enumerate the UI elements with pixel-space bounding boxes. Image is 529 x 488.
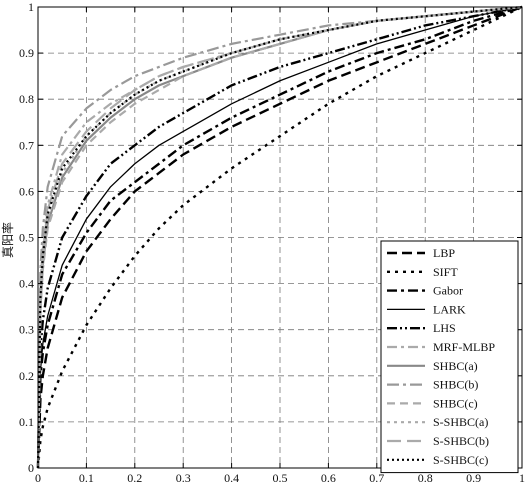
- x-tick-label-5: 0.5: [273, 471, 288, 485]
- y-tick-label-5: 0.5: [19, 231, 34, 245]
- y-tick-label-1: 0.1: [19, 415, 34, 429]
- series-line-3: [37, 6, 523, 469]
- y-tick-label-8: 0.8: [19, 92, 34, 106]
- legend: LBP SIFT Gabor LARK LHS MRF-MLBP SHBC(a) SHBC(b…: [380, 240, 519, 474]
- series-line-2: [36, 5, 523, 469]
- legend-label-2: Gabor: [433, 284, 463, 298]
- y-axis-label: 真阳率: [0, 222, 15, 258]
- axes: [37, 6, 523, 469]
- legend-box: [380, 240, 519, 474]
- legend-label-5: MRF-MLBP: [433, 340, 495, 354]
- legend-label-1: SIFT: [433, 265, 458, 279]
- legend-label-11: S-SHBC(c): [433, 453, 488, 467]
- legend-label-3: LARK: [433, 302, 466, 316]
- y-tick-label-10: 1: [28, 0, 34, 14]
- x-tick-label-9: 0.9: [466, 471, 481, 485]
- legend-label-4: LHS: [433, 321, 456, 335]
- legend-label-9: S-SHBC(a): [433, 415, 488, 429]
- series-line-1: [36, 5, 523, 469]
- legend-label-8: SHBC(c): [433, 396, 478, 410]
- legend-label-10: S-SHBC(b): [433, 434, 489, 448]
- x-tick-label-4: 0.4: [224, 471, 239, 485]
- series-line-0: [36, 5, 523, 469]
- legend-label-6: SHBC(a): [433, 359, 478, 373]
- x-tick-label-0: 0: [35, 471, 41, 485]
- x-tick-label-6: 0.6: [321, 471, 336, 485]
- x-tick-label-2: 0.2: [127, 471, 142, 485]
- legend-label-0: LBP: [433, 246, 455, 260]
- series-curves: [36, 5, 523, 469]
- y-tick-label-0: 0: [28, 461, 34, 475]
- series-line-10: [36, 5, 523, 469]
- x-tick-label-3: 0.3: [176, 471, 191, 485]
- y-tick-label-7: 0.7: [19, 138, 34, 152]
- y-tick-label-9: 0.9: [19, 46, 34, 60]
- y-tick-label-6: 0.6: [19, 184, 34, 198]
- y-tick-label-4: 0.4: [19, 277, 34, 291]
- y-tick-label-2: 0.2: [19, 369, 34, 383]
- x-tick-label-8: 0.8: [418, 471, 433, 485]
- legend-label-7: SHBC(b): [433, 378, 478, 392]
- x-tick-label-10: 1: [519, 471, 525, 485]
- series-line-5: [36, 5, 523, 469]
- tick-labels: 0 0.1 0.2 0.3 0.4 0.5 0.6 0.7 0.8 0.9 1 0 0.1 0.2 0.3 0…: [19, 0, 525, 485]
- series-line-4: [36, 5, 523, 469]
- x-tick-label-1: 0.1: [79, 471, 94, 485]
- x-tick-label-7: 0.7: [369, 471, 384, 485]
- y-tick-label-3: 0.3: [19, 323, 34, 337]
